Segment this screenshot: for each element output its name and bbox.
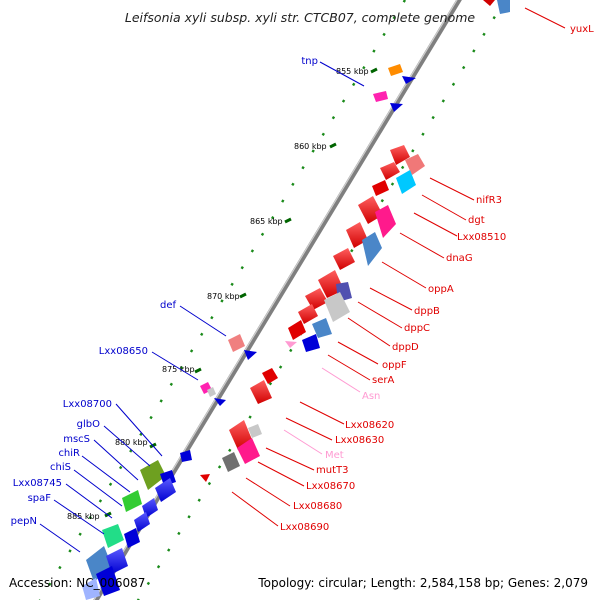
forward-gene-labels: tnp def Lxx08650 Lxx08700 glbO mscS chiR… xyxy=(11,56,318,527)
gene-arrow[interactable] xyxy=(388,64,403,76)
gene-label[interactable]: oppF xyxy=(382,360,407,371)
gene-arrow[interactable] xyxy=(200,474,210,482)
gene-arrow[interactable] xyxy=(124,528,140,548)
gene-arrow[interactable] xyxy=(262,368,278,384)
accession-label: Accession: NC_006087 xyxy=(9,576,146,590)
gene-arrow[interactable] xyxy=(333,248,355,270)
tick-label: 885 kbp xyxy=(67,512,100,521)
gene-arrow[interactable] xyxy=(244,350,257,360)
tick-label: 855 kbp xyxy=(336,67,369,76)
gene-arrow[interactable] xyxy=(312,318,332,338)
map-title: Leifsonia xyli subsp. xyli str. CTCB07, … xyxy=(124,10,476,25)
gene-arrow[interactable] xyxy=(390,103,403,112)
gene-arrow[interactable] xyxy=(96,566,120,596)
genome-summary-label: Topology: circular; Length: 2,584,158 bp… xyxy=(258,576,588,590)
gene-arrow[interactable] xyxy=(302,334,320,352)
gene-arrow[interactable] xyxy=(373,91,388,102)
forward-leader-lines xyxy=(39,61,365,553)
rna-leader-lines xyxy=(283,367,361,455)
gene-label[interactable]: dppC xyxy=(404,323,430,334)
gene-arrow[interactable] xyxy=(375,205,396,238)
gene-label[interactable]: Lxx08670 xyxy=(306,481,355,492)
tick-label: 865 kbp xyxy=(250,217,283,226)
tick-label: 875 kbp xyxy=(162,365,195,374)
gene-arrow[interactable] xyxy=(390,145,410,165)
gene-label[interactable]: def xyxy=(160,300,177,311)
gene-arrow[interactable] xyxy=(102,524,124,548)
gene-arrow[interactable] xyxy=(298,304,318,324)
gene-arrow[interactable] xyxy=(402,76,416,84)
rna-label[interactable]: Met xyxy=(325,450,344,461)
outer-dotted-track-right xyxy=(136,0,507,600)
forward-strand-features xyxy=(82,334,257,600)
tick-label: 860 kbp xyxy=(294,142,327,151)
gene-arrow[interactable] xyxy=(86,546,112,582)
reverse-strand-features xyxy=(200,0,510,482)
rna-label[interactable]: Asn xyxy=(362,391,380,402)
gene-arrow[interactable] xyxy=(324,292,350,322)
gene-label[interactable]: Lxx08700 xyxy=(63,399,112,410)
gene-label[interactable]: nifR3 xyxy=(476,195,502,206)
gene-label[interactable]: chiR xyxy=(58,448,80,459)
gene-label[interactable]: Lxx08630 xyxy=(335,435,384,446)
gene-label[interactable]: spaF xyxy=(28,493,52,504)
gene-label[interactable]: Lxx08510 xyxy=(457,232,506,243)
gene-arrow[interactable] xyxy=(362,232,382,266)
gene-arrow[interactable] xyxy=(134,512,150,532)
gene-label[interactable]: yuxL xyxy=(570,24,594,35)
gene-label[interactable]: serA xyxy=(372,375,394,386)
tick-label: 880 kbp xyxy=(115,438,148,447)
gene-arrow[interactable] xyxy=(405,154,425,175)
gene-label[interactable]: dnaG xyxy=(446,253,473,264)
gene-arrow[interactable] xyxy=(483,0,495,6)
reverse-gene-labels: yuxL nifR3 dgt Lxx08510 dnaG oppA dppB d… xyxy=(280,24,594,533)
gene-label[interactable]: pepN xyxy=(11,516,37,527)
gene-arrow[interactable] xyxy=(222,452,240,472)
gene-arrow[interactable] xyxy=(250,380,272,404)
gene-label[interactable]: dppB xyxy=(414,306,440,317)
gene-arrow[interactable] xyxy=(285,341,297,348)
gene-label[interactable]: Lxx08745 xyxy=(13,478,62,489)
gene-label[interactable]: dppD xyxy=(392,342,419,353)
gene-label[interactable]: Lxx08680 xyxy=(293,501,342,512)
gene-label[interactable]: dgt xyxy=(468,215,485,226)
gene-arrow[interactable] xyxy=(207,387,216,397)
gene-arrow[interactable] xyxy=(82,578,100,600)
tick-label: 870 kbp xyxy=(207,292,240,301)
gene-arrow[interactable] xyxy=(380,162,400,180)
gene-label[interactable]: oppA xyxy=(428,284,454,295)
gene-arrow[interactable] xyxy=(180,450,192,462)
gene-arrow[interactable] xyxy=(214,398,226,406)
gene-arrow[interactable] xyxy=(396,170,416,194)
gene-label[interactable]: chiS xyxy=(50,462,71,473)
gene-label[interactable]: Lxx08620 xyxy=(345,420,394,431)
outer-dotted-track-left xyxy=(38,0,407,600)
gene-arrow[interactable] xyxy=(228,334,245,352)
gene-label[interactable]: glbO xyxy=(77,419,100,430)
gene-arrow[interactable] xyxy=(122,490,142,512)
gene-label[interactable]: mscS xyxy=(63,434,90,445)
rna-gene-labels: Asn Met xyxy=(325,391,380,461)
gene-arrow[interactable] xyxy=(237,438,260,464)
gene-label[interactable]: Lxx08690 xyxy=(280,522,329,533)
gene-arrow[interactable] xyxy=(305,288,328,310)
gene-arrow[interactable] xyxy=(372,180,389,196)
gene-arrow[interactable] xyxy=(248,424,262,438)
reverse-leader-lines xyxy=(231,7,566,527)
gene-arrow[interactable] xyxy=(155,478,176,502)
gene-label[interactable]: Lxx08650 xyxy=(99,346,148,357)
gene-arrow[interactable] xyxy=(497,0,510,14)
gene-arrow[interactable] xyxy=(288,320,306,340)
gene-arrow[interactable] xyxy=(140,460,166,490)
tick-marks xyxy=(104,67,378,518)
gene-label[interactable]: tnp xyxy=(301,56,318,67)
gene-label[interactable]: mutT3 xyxy=(316,465,348,476)
